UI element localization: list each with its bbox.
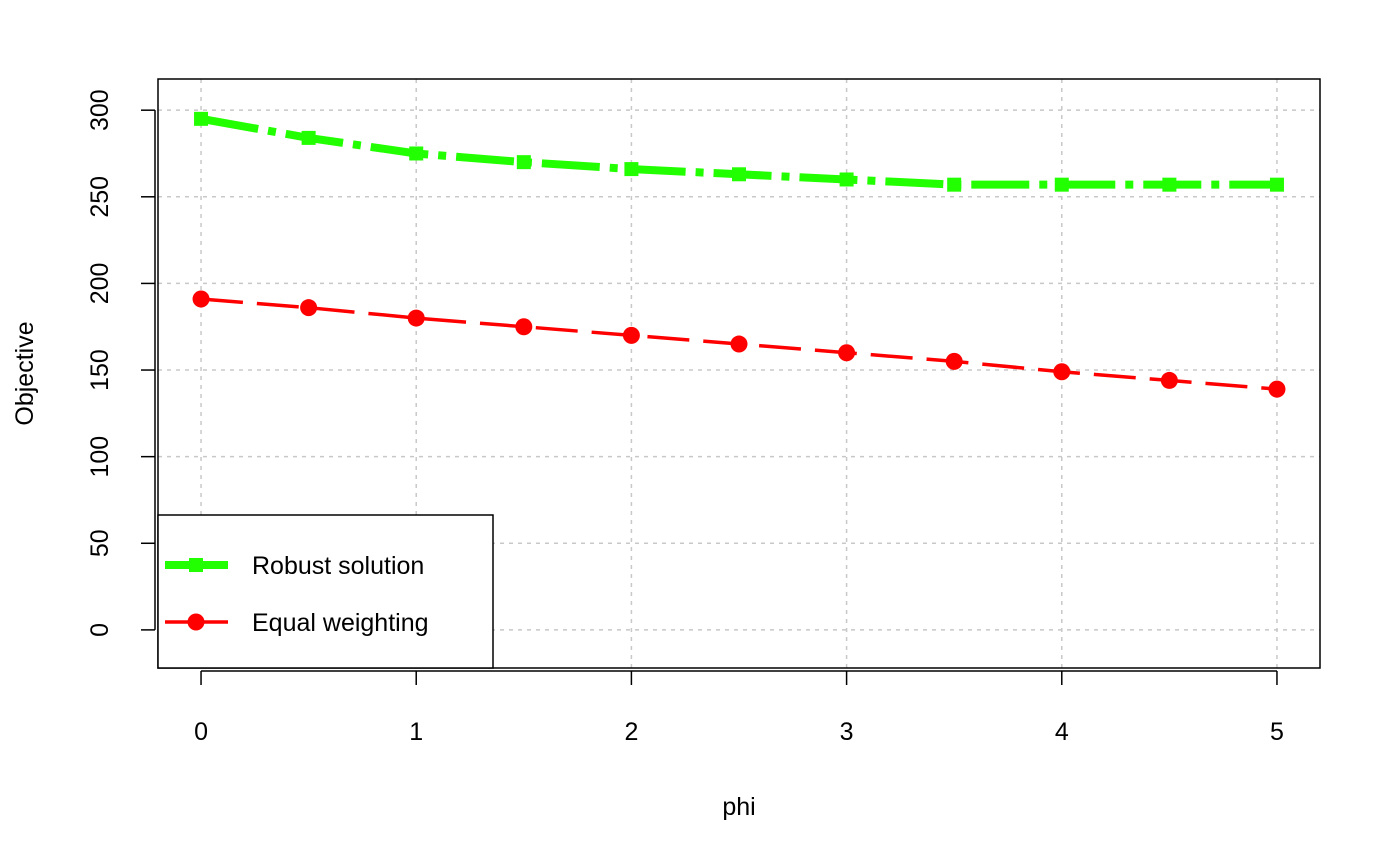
x-tick-label-5: 5 bbox=[1270, 718, 1284, 746]
legend-box bbox=[157, 514, 494, 669]
y-tick-label-100: 100 bbox=[86, 436, 114, 478]
data-point-robust-solution-6 bbox=[839, 172, 854, 187]
legend-label-equal-weighting: Equal weighting bbox=[252, 609, 429, 637]
data-point-robust-solution-5 bbox=[732, 167, 746, 182]
legend-label-robust-solution: Robust solution bbox=[252, 552, 424, 580]
y-tick-label-0: 0 bbox=[86, 623, 114, 637]
data-point-equal-weighting-5 bbox=[730, 335, 748, 353]
x-tick-label-4: 4 bbox=[1055, 718, 1069, 746]
data-point-equal-weighting-0 bbox=[192, 290, 210, 308]
data-point-robust-solution-3 bbox=[516, 155, 531, 170]
data-point-equal-weighting-3 bbox=[515, 318, 533, 336]
x-tick-label-2: 2 bbox=[624, 718, 638, 746]
data-point-equal-weighting-4 bbox=[622, 326, 640, 344]
y-tick-label-300: 300 bbox=[86, 89, 114, 131]
data-point-equal-weighting-7 bbox=[945, 352, 963, 370]
series-equal-weighting bbox=[192, 290, 1286, 398]
data-point-robust-solution-9 bbox=[1162, 177, 1177, 192]
data-point-equal-weighting-1 bbox=[300, 299, 318, 317]
data-point-equal-weighting-10 bbox=[1268, 380, 1286, 398]
data-point-robust-solution-2 bbox=[409, 146, 424, 161]
legend: Robust solution Equal weighting bbox=[157, 514, 494, 669]
data-point-robust-solution-8 bbox=[1054, 177, 1069, 192]
x-axis-title: phi bbox=[722, 793, 755, 821]
x-tick-label-0: 0 bbox=[194, 718, 208, 746]
data-point-robust-solution-0 bbox=[194, 111, 209, 126]
plot-frame bbox=[157, 78, 1321, 669]
legend-marker-robust-solution bbox=[189, 558, 203, 572]
x-tick-label-3: 3 bbox=[840, 718, 854, 746]
data-point-equal-weighting-9 bbox=[1160, 371, 1178, 389]
legend-marker-equal-weighting bbox=[187, 613, 205, 631]
data-point-robust-solution-7 bbox=[947, 177, 962, 192]
data-point-equal-weighting-8 bbox=[1053, 363, 1071, 381]
y-axis-title: Objective bbox=[11, 321, 39, 425]
data-point-robust-solution-1 bbox=[301, 130, 316, 145]
y-tick-label-200: 200 bbox=[86, 263, 114, 305]
series-layer bbox=[192, 111, 1286, 398]
y-tick-label-250: 250 bbox=[86, 176, 114, 218]
y-tick-label-50: 50 bbox=[86, 529, 114, 557]
data-point-equal-weighting-2 bbox=[407, 309, 425, 327]
x-tick-label-1: 1 bbox=[409, 718, 423, 746]
data-point-robust-solution-10 bbox=[1269, 177, 1284, 192]
data-point-robust-solution-4 bbox=[624, 162, 639, 177]
series-robust-solution bbox=[194, 111, 1284, 192]
y-tick-label-150: 150 bbox=[86, 349, 114, 391]
data-point-equal-weighting-6 bbox=[838, 344, 856, 362]
